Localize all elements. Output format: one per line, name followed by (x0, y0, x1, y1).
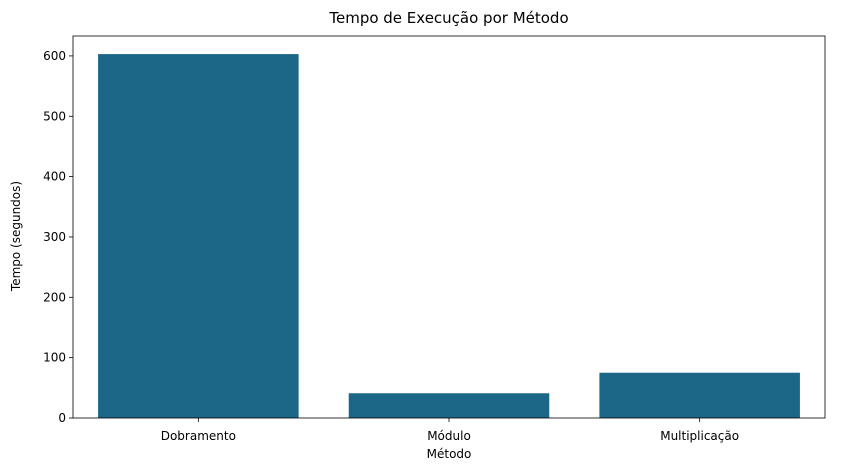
bar-1 (348, 393, 550, 418)
y-tick-label: 100 (43, 351, 66, 365)
plot-area: Dobramento Módulo Multiplicação 0 100 200 300 4… (43, 35, 826, 443)
bar-0 (98, 54, 299, 418)
y-tick-label: 200 (43, 290, 66, 304)
plot-frame (72, 35, 826, 419)
chart-title: Tempo de Execução por Método (328, 9, 568, 27)
y-axis-label: Tempo (segundos) (9, 181, 23, 292)
y-tick-label: 500 (43, 109, 66, 123)
y-tick-label: 600 (43, 49, 66, 63)
x-tick-label: Módulo (427, 429, 471, 443)
y-tick-label: 0 (58, 411, 66, 425)
x-tick-label: Multiplicação (660, 429, 739, 443)
x-axis-label: Método (427, 447, 472, 461)
x-tick-label: Dobramento (161, 429, 236, 443)
y-tick-label: 300 (43, 230, 66, 244)
bar-2 (599, 372, 800, 418)
y-tick-label: 400 (43, 170, 66, 184)
